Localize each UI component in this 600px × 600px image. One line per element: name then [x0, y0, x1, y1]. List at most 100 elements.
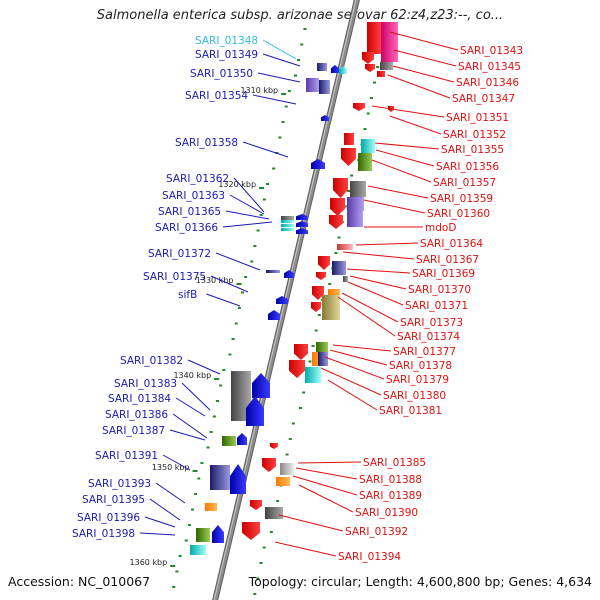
- left-label-leader: [233, 177, 265, 213]
- scale-dash: [234, 322, 238, 325]
- gene-feature: [381, 22, 398, 62]
- gene-feature: [281, 220, 294, 223]
- gene-feature: [222, 436, 236, 446]
- gene-feature: [319, 80, 330, 94]
- map-title: Salmonella enterica subsp. arizonae sero…: [96, 8, 504, 23]
- right-gene-label: SARI_01355: [441, 144, 504, 156]
- scale-dash: [216, 400, 219, 402]
- scale-dash: [350, 174, 354, 177]
- scale-dash: [337, 236, 341, 239]
- left-gene-label: SARI_01372: [148, 248, 211, 260]
- scale-dash: [259, 214, 263, 216]
- right-label-leader: [363, 199, 426, 214]
- left-gene-label: SARI_01391: [95, 450, 158, 462]
- gene-arrow: [296, 214, 308, 220]
- gene-arrow: [252, 373, 270, 398]
- left-gene-label: SARI_01386: [105, 409, 168, 421]
- gene-arrow: [311, 159, 325, 169]
- scale-dash: [376, 66, 380, 68]
- gene-feature: [358, 153, 372, 171]
- left-gene-label: SARI_01358: [175, 137, 238, 149]
- scale-dash: [366, 112, 370, 115]
- scale-mark-tick: [170, 565, 176, 567]
- scale-dash: [187, 524, 191, 526]
- right-gene-label: SARI_01352: [443, 129, 506, 141]
- gene-feature: [361, 139, 375, 153]
- right-label-leader: [297, 461, 362, 464]
- gene-arrow: [250, 500, 262, 510]
- gene-feature: [205, 503, 217, 511]
- scale-dash: [284, 105, 288, 108]
- right-gene-label: SARI_01377: [393, 346, 456, 358]
- right-label-leader: [349, 275, 407, 290]
- right-label-leader: [374, 142, 440, 150]
- gene-feature: [347, 197, 364, 211]
- scale-mark-tick: [192, 470, 198, 472]
- right-gene-label: SARI_01370: [408, 284, 471, 296]
- left-gene-label: SARI_01354: [185, 90, 248, 102]
- gene-feature: [328, 289, 340, 296]
- gene-arrow: [330, 198, 345, 216]
- right-gene-label: SARI_01380: [383, 390, 446, 402]
- right-gene-label: SARI_01394: [338, 551, 401, 563]
- scale-dash: [250, 260, 254, 263]
- right-gene-label: SARI_01374: [397, 331, 460, 343]
- scale-dash: [262, 198, 266, 201]
- left-label-leader: [262, 39, 297, 60]
- scale-dash: [308, 360, 312, 363]
- scale-dash: [297, 59, 301, 61]
- gene-feature: [265, 507, 283, 519]
- left-gene-label: SARI_01349: [195, 49, 258, 61]
- scale-dash: [253, 593, 257, 595]
- scale-dash: [212, 415, 216, 418]
- gene-arrow: [237, 433, 247, 445]
- gene-feature: [343, 276, 348, 282]
- gene-arrow: [230, 464, 246, 494]
- right-label-leader: [393, 49, 457, 67]
- left-gene-label: SARI_01395: [82, 494, 145, 506]
- right-label-leader: [298, 484, 354, 513]
- left-label-leader: [175, 397, 206, 417]
- left-label-leader: [172, 413, 208, 439]
- scale-dash: [269, 531, 273, 533]
- right-label-leader: [375, 149, 435, 167]
- left-label-leader: [169, 429, 206, 441]
- gene-feature: [306, 78, 319, 92]
- scale-dash: [200, 462, 204, 464]
- gene-feature: [322, 295, 340, 320]
- left-label-leader: [215, 252, 261, 271]
- right-gene-label: SARI_01369: [412, 268, 475, 280]
- left-gene-label: SARI_01362: [166, 173, 229, 185]
- right-gene-label: mdoD: [425, 222, 456, 234]
- right-gene-label: SARI_01346: [456, 77, 519, 89]
- right-label-leader: [295, 467, 358, 480]
- scale-dash: [237, 307, 241, 309]
- scale-mark-label: 1320 kbp: [218, 180, 256, 189]
- right-gene-label: SARI_01388: [359, 474, 422, 486]
- scale-dash: [197, 477, 201, 480]
- right-gene-label: SARI_01351: [446, 112, 509, 124]
- scale-dash: [299, 407, 302, 409]
- scale-mark-label: 1350 kbp: [152, 463, 190, 472]
- scale-dash: [256, 577, 260, 580]
- right-gene-label: SARI_01364: [420, 238, 483, 250]
- left-label-leader: [252, 94, 297, 105]
- scale-mark-tick: [214, 378, 220, 380]
- right-gene-label: SARI_01379: [386, 374, 449, 386]
- left-gene-label: SARI_01396: [77, 512, 140, 524]
- gene-feature: [190, 545, 206, 555]
- gene-feature: [276, 477, 290, 486]
- left-label-leader: [155, 482, 186, 504]
- left-gene-label: SARI_01350: [190, 68, 253, 80]
- right-label-leader: [337, 296, 396, 337]
- right-label-leader: [371, 105, 445, 118]
- gene-arrow: [311, 302, 321, 312]
- scale-dash: [209, 431, 213, 433]
- right-label-leader: [341, 292, 399, 323]
- left-label-leader: [181, 382, 211, 411]
- gene-arrow: [316, 272, 326, 280]
- scale-mark-tick: [281, 93, 287, 95]
- scale-mark-label: 1360 kbp: [130, 558, 168, 567]
- left-gene-label: sifB: [178, 289, 197, 301]
